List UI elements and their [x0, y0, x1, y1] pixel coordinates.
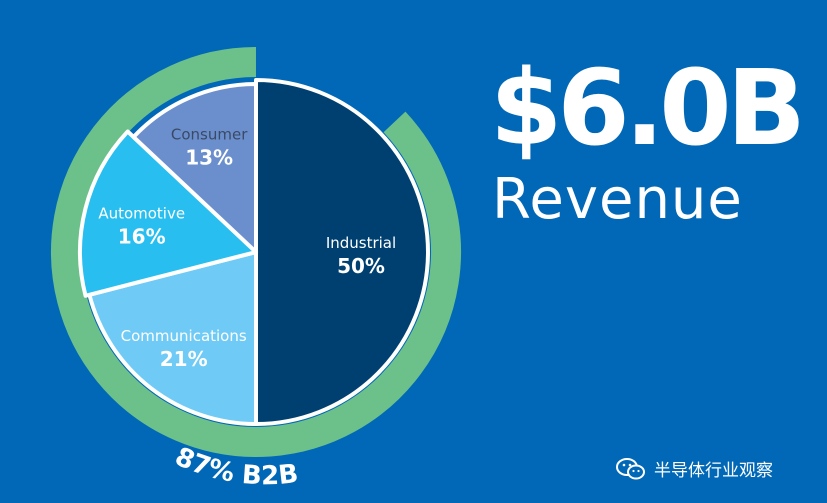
slice-value-industrial: 50% — [337, 254, 385, 278]
slice-label-automotive: Automotive — [98, 205, 185, 223]
pie-slice-automotive — [78, 129, 258, 298]
pie-slice-consumer — [131, 82, 258, 254]
pie-slice-communications — [87, 250, 258, 426]
revenue-amount: $6.0B — [490, 47, 806, 169]
wechat-icon — [616, 457, 645, 479]
revenue-label: Revenue — [492, 167, 743, 232]
slice-value-automotive: 16% — [118, 225, 166, 249]
slice-label-communications: Communications — [121, 327, 247, 345]
pie-slice-industrial — [254, 78, 430, 426]
slice-value-consumer: 13% — [185, 146, 233, 170]
slice-label-industrial: Industrial — [326, 234, 396, 252]
watermark-text: 半导体行业观察 — [654, 461, 773, 481]
b2b-ring-arc — [51, 47, 461, 457]
watermark: 半导体行业观察 — [616, 456, 773, 481]
slice-label-consumer: Consumer — [171, 126, 248, 144]
slice-value-communications: 21% — [160, 347, 208, 371]
